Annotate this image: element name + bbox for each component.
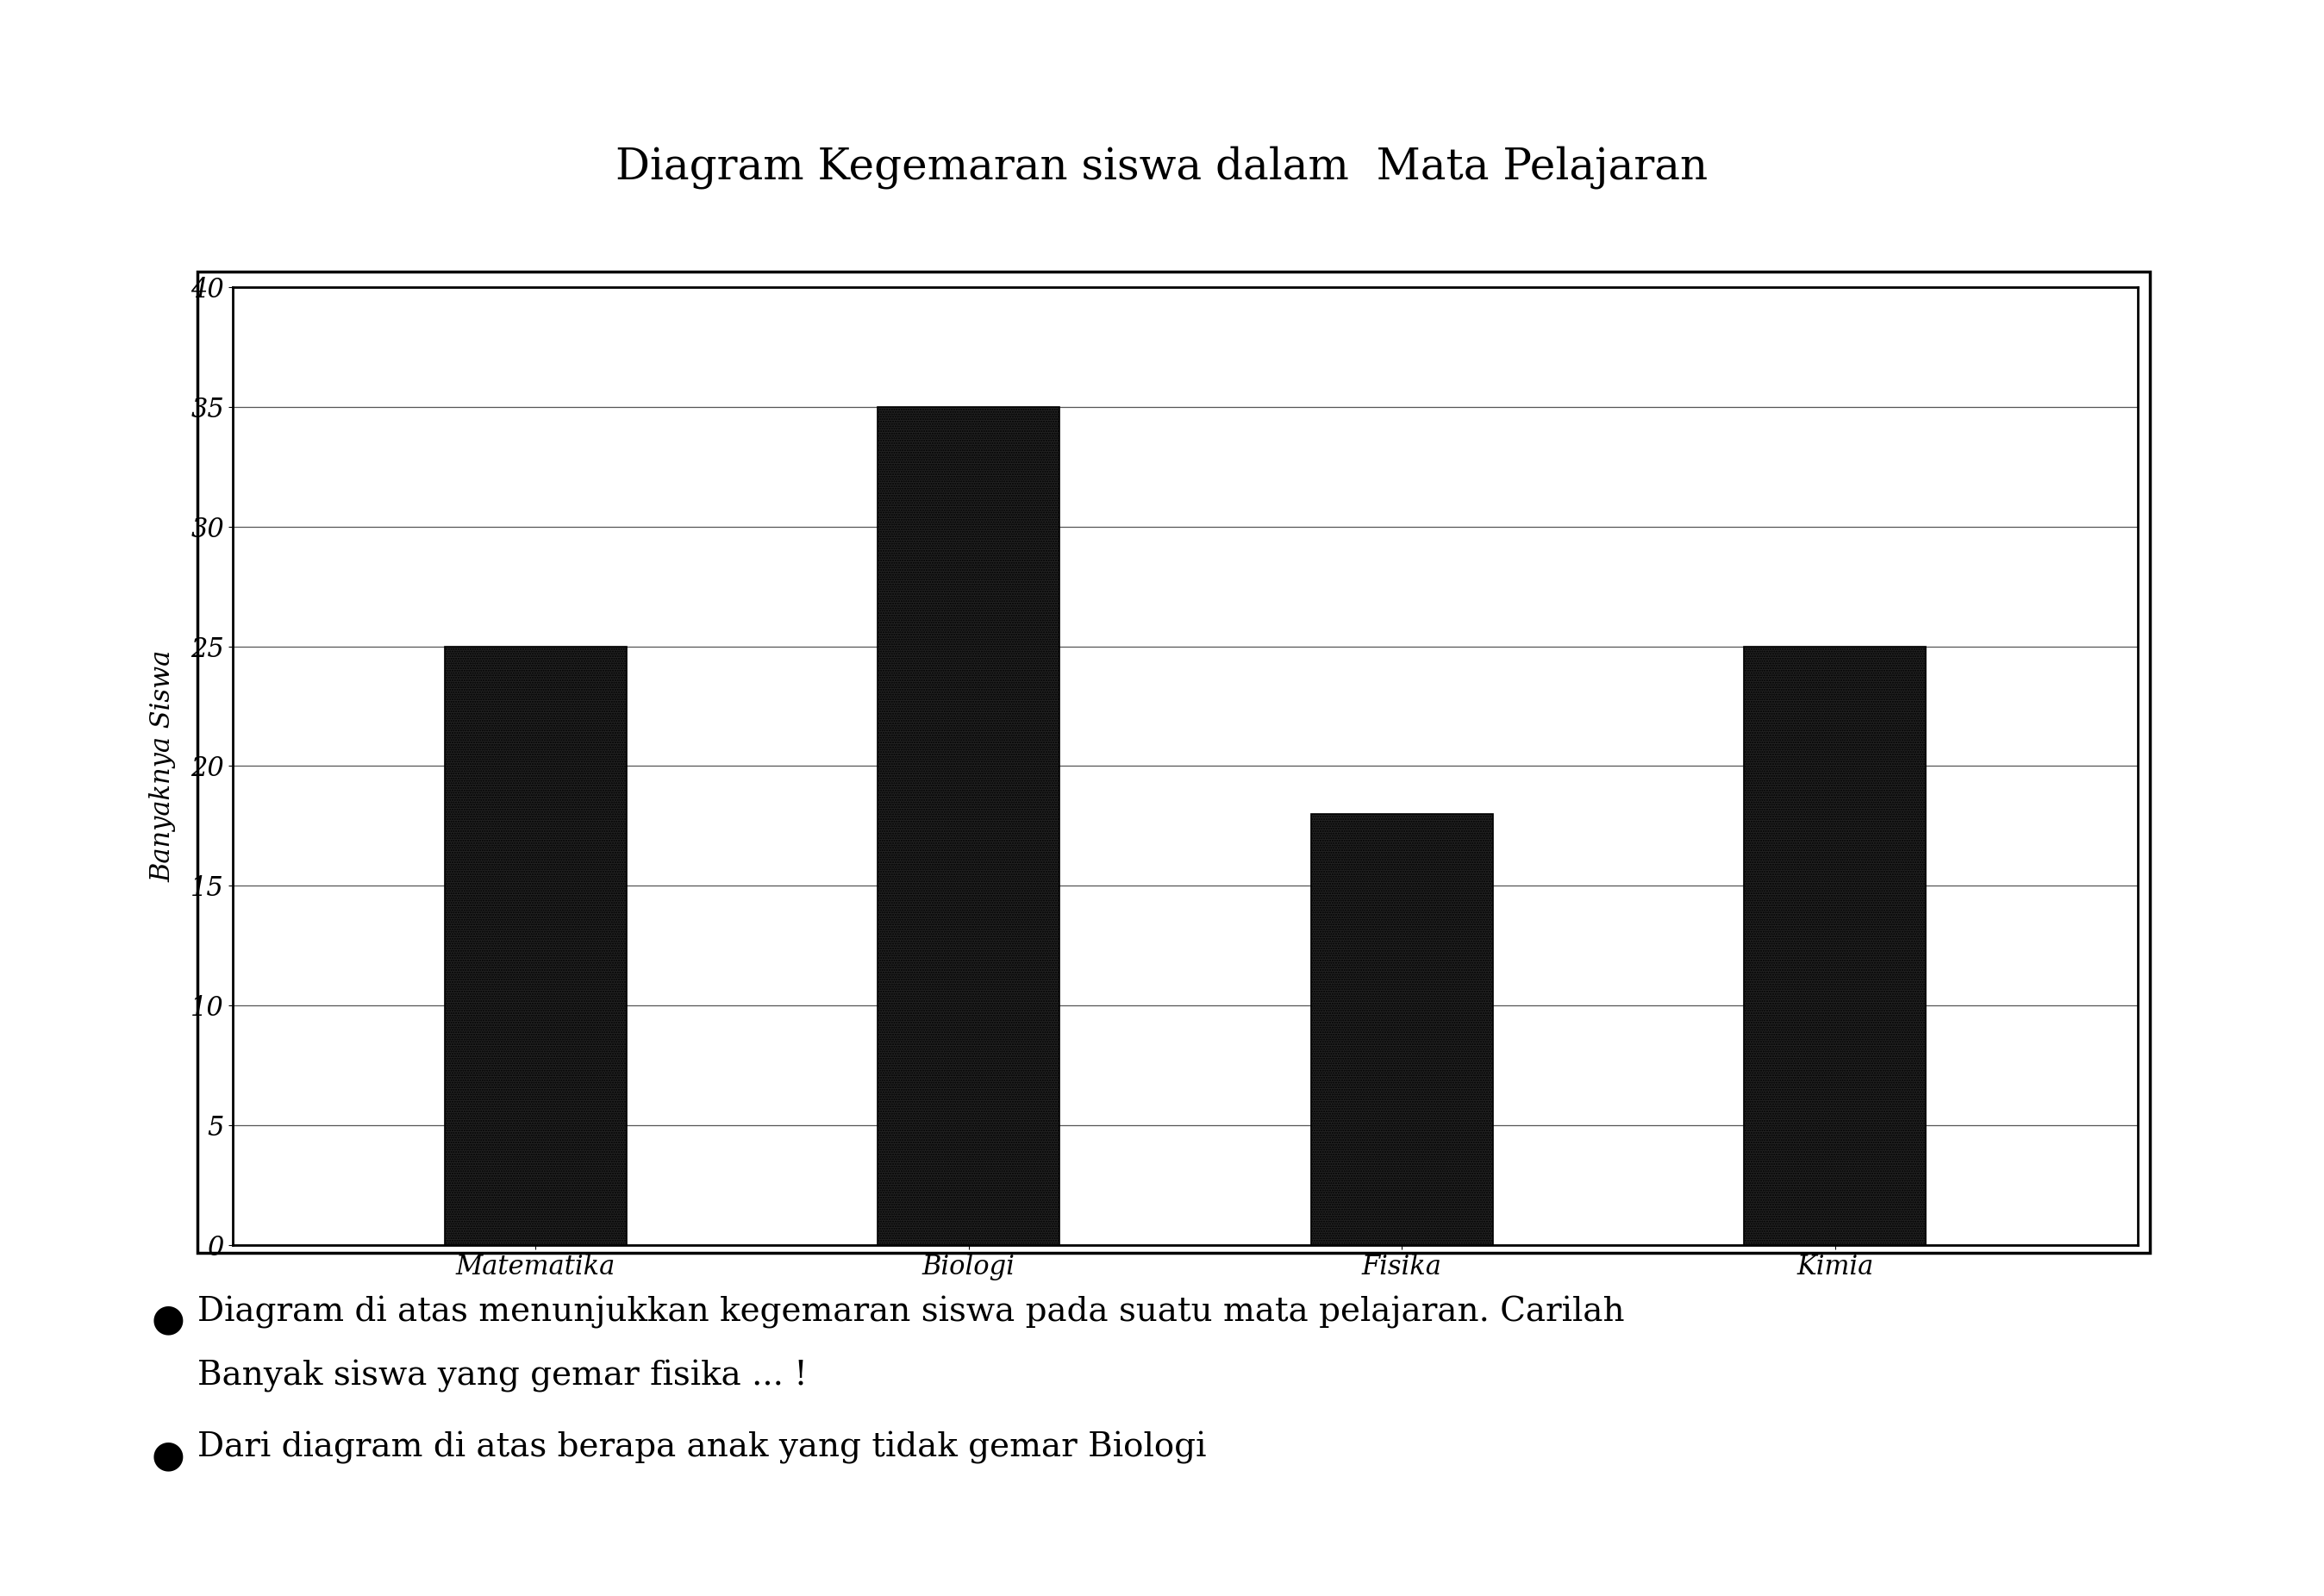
Text: ●: ● [151,1301,184,1337]
Bar [1743,646,1927,1245]
Bar [444,646,627,1245]
Text: Dari diagram di atas berapa anak yang tidak gemar Biologi: Dari diagram di atas berapa anak yang ti… [198,1432,1206,1465]
Bar [1311,814,1492,1245]
Y-axis label: Banyaknya Siswa: Banyaknya Siswa [149,650,177,883]
Bar [878,407,1060,1245]
Text: Diagram Kegemaran siswa dalam  Mata Pelajaran: Diagram Kegemaran siswa dalam Mata Pelaj… [616,147,1708,188]
Text: ●: ● [151,1436,184,1473]
Text: Diagram di atas menunjukkan kegemaran siswa pada suatu mata pelajaran. Carilah: Diagram di atas menunjukkan kegemaran si… [198,1296,1624,1329]
Text: Banyak siswa yang gemar fisika ... !: Banyak siswa yang gemar fisika ... ! [198,1360,809,1393]
